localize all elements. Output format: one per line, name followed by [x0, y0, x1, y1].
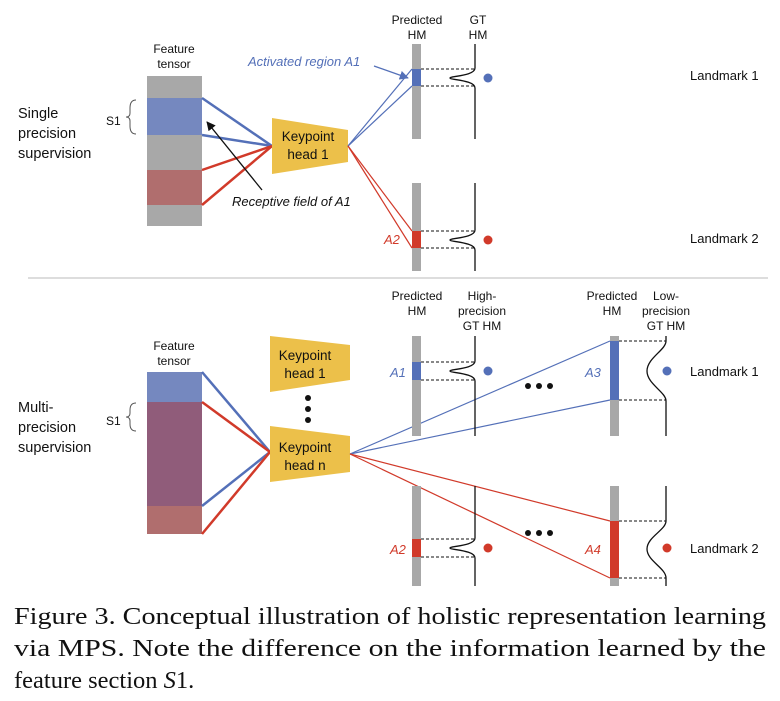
bottom-a3-label: A3: [584, 365, 602, 380]
bottom-headn-label-1: Keypoint: [279, 440, 332, 455]
bottom-panel: Multi- precision supervision Feature ten…: [18, 289, 759, 586]
top-activated-label: Activated region A1: [247, 54, 360, 69]
bottom-keypoint-head-1: [270, 336, 350, 392]
top-keypoint-head-label-1: Keypoint: [282, 129, 335, 144]
caption-line-2: via MPS. Note the difference on the info…: [14, 635, 766, 662]
bottom-keypoint-head-n: [270, 426, 350, 482]
bottom-s1-label: S1: [106, 414, 121, 428]
bottom-region-a1: [412, 362, 421, 380]
bottom-high-gt-2: precision: [458, 304, 506, 318]
top-keypoint-head-label-2: head 1: [287, 147, 328, 162]
top-activated-region-a1: [412, 69, 421, 86]
bottom-low-gt-point-2: [662, 543, 672, 553]
bottom-low-gt-curve-1: [646, 336, 667, 436]
bottom-high-gt-point-1: [483, 366, 493, 376]
caption-line-1: Figure 3. Conceptual illustration of hol…: [14, 603, 766, 630]
top-pred-hm-2: HM: [408, 28, 427, 42]
bottom-a2-label: A2: [389, 542, 407, 557]
top-activated-arrow: [373, 65, 409, 80]
bottom-feature-title-2: tensor: [157, 354, 190, 368]
bottom-low-gt-2: precision: [642, 304, 690, 318]
top-receptive-arrow: [206, 121, 263, 191]
top-gt-curve-1: [449, 44, 476, 139]
top-pred-hm-1: Predicted: [392, 13, 443, 27]
bottom-high-gt-curve-2: [449, 486, 476, 586]
bottom-headn-label-2: head n: [284, 458, 325, 473]
bottom-head1-label-1: Keypoint: [279, 348, 332, 363]
bottom-pred-hm-1: Predicted: [392, 289, 443, 303]
bottom-pred-bar-1: [412, 336, 421, 436]
bottom-landmark-2: Landmark 2: [690, 541, 759, 556]
bottom-dot-2: [305, 406, 311, 412]
bottom-side-label-3: supervision: [18, 440, 91, 456]
top-keypoint-head: [272, 118, 348, 174]
top-line-blue-2: [201, 133, 273, 148]
caption-line-3-end: 1.: [176, 667, 194, 694]
bottom-low-gt-3: GT HM: [647, 319, 685, 333]
figure-caption: Figure 3. Conceptual illustration of hol…: [14, 603, 766, 694]
bottom-low-gt-curve-2: [646, 486, 667, 586]
bottom-high-gt-curve-1: [449, 336, 476, 436]
bottom-pred-hm2-2: HM: [603, 304, 622, 318]
bottom-dot-3: [305, 417, 311, 423]
top-gt-curve-2: [449, 183, 476, 271]
bottom-feature-title-1: Feature: [153, 339, 195, 353]
top-line-blue-1: [201, 96, 273, 148]
top-pred-hm-bar-1: [412, 44, 421, 139]
top-activated-region-a2: [412, 231, 421, 248]
top-line-red-1: [201, 144, 273, 172]
bottom-low-gt-1: Low-: [653, 289, 679, 303]
caption-line-3-text: feature section: [14, 667, 164, 694]
caption-line-3-symbol: S: [164, 667, 176, 694]
bottom-low-gt-point-1: [662, 366, 672, 376]
top-landmark-1: Landmark 1: [690, 68, 759, 83]
top-s1-label: S1: [106, 114, 121, 128]
bottom-pred-hm2-1: Predicted: [587, 289, 638, 303]
top-feature-title-1: Feature: [153, 42, 195, 56]
bottom-a1-label: A1: [389, 365, 406, 380]
bottom-side-label-2: precision: [18, 420, 76, 436]
bottom-head1-label-2: head 1: [284, 366, 325, 381]
bottom-landmark-1: Landmark 1: [690, 364, 759, 379]
top-gt-point-1: [483, 73, 493, 83]
bottom-s1-brace: [125, 402, 137, 432]
bottom-high-gt-3: GT HM: [463, 319, 501, 333]
bottom-pred-hm-2: HM: [408, 304, 427, 318]
bottom-feature-tensor: [147, 372, 202, 534]
bottom-pred-bar-2: [412, 486, 421, 586]
bottom-a4-label: A4: [584, 542, 601, 557]
top-feature-title-2: tensor: [157, 57, 190, 71]
top-gt-point-2: [483, 235, 493, 245]
top-panel: Single precision supervision Feature ten…: [18, 13, 759, 271]
top-side-label-1: Single: [18, 106, 58, 122]
bottom-dot-1: [305, 395, 311, 401]
top-gt-hm-1: GT: [470, 13, 487, 27]
bottom-side-label-1: Multi-: [18, 400, 54, 416]
top-side-label-3: supervision: [18, 146, 91, 162]
top-a2-label: A2: [383, 232, 401, 247]
top-side-label-2: precision: [18, 126, 76, 142]
top-s1-brace: [125, 99, 137, 135]
caption-line-3: feature section S1.: [14, 667, 194, 694]
top-landmark-2: Landmark 2: [690, 231, 759, 246]
bottom-high-gt-point-2: [483, 543, 493, 553]
top-pred-hm-bar-2: [412, 183, 421, 271]
bottom-region-a3: [610, 341, 619, 400]
top-gt-hm-2: HM: [469, 28, 488, 42]
bottom-region-a4: [610, 521, 619, 578]
top-feature-tensor: [147, 76, 202, 226]
bottom-high-gt-1: High-: [468, 289, 497, 303]
top-receptive-label: Receptive field of A1: [232, 194, 351, 209]
bottom-region-a2: [412, 539, 421, 557]
top-line-red-2: [201, 145, 273, 206]
